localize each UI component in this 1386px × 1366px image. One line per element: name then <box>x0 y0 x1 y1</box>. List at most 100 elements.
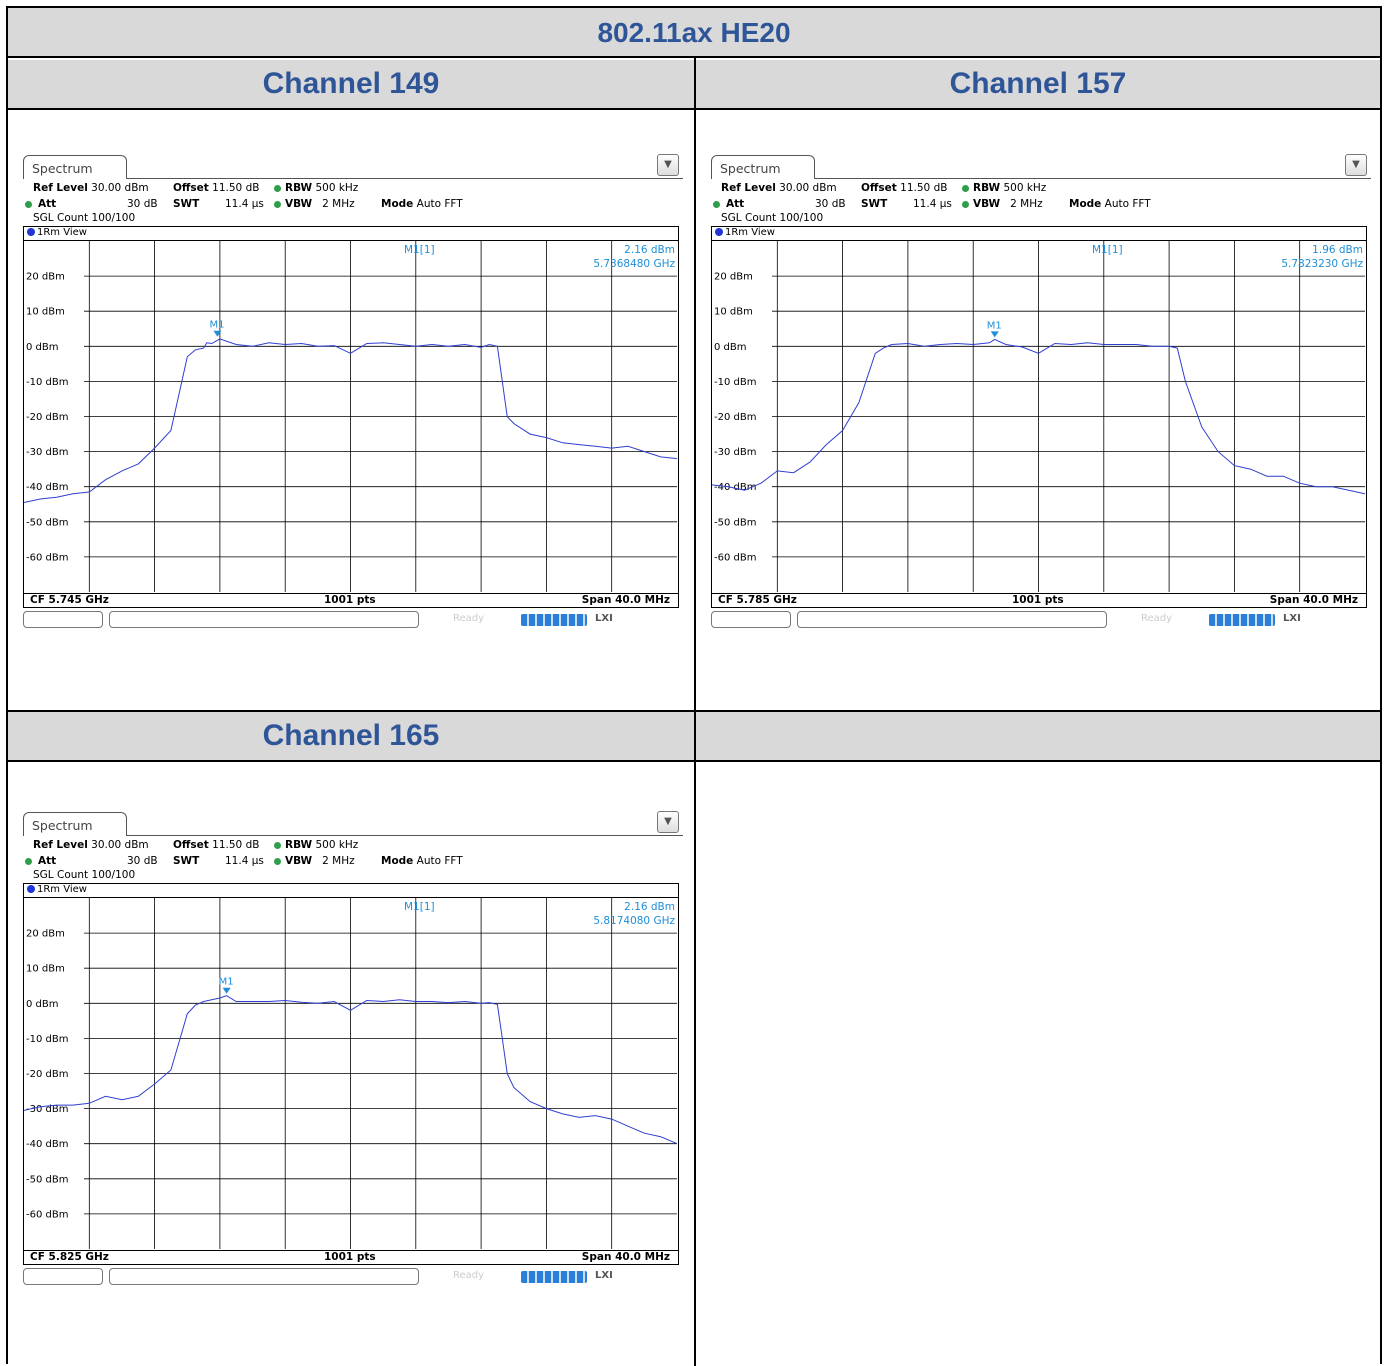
view-label: 1Rm View <box>37 227 87 238</box>
status-field <box>711 611 791 628</box>
spectrum-trace <box>712 338 1365 495</box>
y-tick-label: -20 dBm <box>26 1069 68 1080</box>
vbw-label: VBW <box>285 198 313 210</box>
vbw-coupled-icon <box>962 201 969 208</box>
y-tick-label: 0 dBm <box>714 342 747 353</box>
rbw-coupled-icon <box>962 185 969 192</box>
rbw-value: 500 kHz <box>1003 182 1047 194</box>
marker-tag: M1 <box>209 320 224 331</box>
y-tick-label: -20 dBm <box>26 412 68 423</box>
marker-level: 2.16 dBm <box>624 901 675 913</box>
view-label: 1Rm View <box>725 227 775 238</box>
rbw-label: RBW <box>285 182 313 194</box>
mode-value: Auto FFT <box>416 855 463 867</box>
y-tick-label: 0 dBm <box>26 999 59 1010</box>
marker-tag: M1 <box>987 320 1002 331</box>
y-tick-label: -30 dBm <box>714 447 756 458</box>
ref-level-value: 30.00 dBm <box>91 839 149 851</box>
y-tick-label: 10 dBm <box>714 307 753 318</box>
marker-level: 2.16 dBm <box>624 244 675 256</box>
y-tick-label: -20 dBm <box>714 412 756 423</box>
tab-label: Spectrum <box>32 818 93 833</box>
status-field <box>23 1268 103 1285</box>
trace-indicator-icon <box>27 885 35 893</box>
trace-window[interactable]: 1Rm View 20 dBm 10 dBm 0 dBm -10 dBm -20 dBm… <box>23 883 679 1265</box>
marker-tag: M1 <box>219 977 234 988</box>
channel-149-header: Channel 149 <box>8 60 694 108</box>
ref-level-value: 30.00 dBm <box>91 182 149 194</box>
sgl-count: SGL Count 100/100 <box>33 212 136 224</box>
measurement-progress <box>521 1271 587 1283</box>
y-tick-label: -40 dBm <box>26 482 68 493</box>
marker-name: M1[1] <box>404 901 435 913</box>
y-tick-label: -50 dBm <box>26 517 68 528</box>
table-title: 802.11ax HE20 <box>8 8 1380 58</box>
y-tick-label: -50 dBm <box>26 1174 68 1185</box>
status-field <box>23 611 103 628</box>
sweep-points: 1001 pts <box>324 1251 376 1263</box>
att-value: 30 dB <box>127 198 158 210</box>
measurement-progress <box>521 614 587 626</box>
lxi-icon: LXI <box>595 1270 613 1281</box>
att-value: 30 dB <box>127 855 158 867</box>
view-bar: 1Rm View <box>24 227 678 241</box>
center-frequency: CF 5.825 GHz <box>30 1251 109 1263</box>
att-label: Att <box>38 198 57 210</box>
offset-label: Offset <box>173 182 209 194</box>
y-tick-label: -10 dBm <box>26 1034 68 1045</box>
att-coupled-icon <box>713 201 720 208</box>
lxi-icon: LXI <box>595 613 613 624</box>
report-table: 802.11ax HE20 Channel 149 Channel 157 Ch… <box>6 6 1382 1366</box>
trace-window[interactable]: 1Rm View 20 dBm 10 dBm 0 dBm -10 dBm -20 dBm… <box>711 226 1367 608</box>
frequency-bar: CF 5.745 GHz 1001 pts Span 40.0 MHz <box>24 593 678 607</box>
y-tick-label: -60 dBm <box>714 552 756 563</box>
mode-label: Mode <box>1069 198 1102 210</box>
view-bar: 1Rm View <box>24 884 678 898</box>
vbw-label: VBW <box>285 855 313 867</box>
sweep-points: 1001 pts <box>1012 594 1064 606</box>
marker-level: 1.96 dBm <box>1312 244 1363 256</box>
vbw-value: 2 MHz <box>1010 198 1043 210</box>
rbw-value: 500 kHz <box>315 839 359 851</box>
spectrum-trace <box>24 995 677 1145</box>
offset-value: 11.50 dB <box>900 182 948 194</box>
column-divider <box>694 58 696 1366</box>
swt-value: 11.4 µs <box>225 198 264 210</box>
swt-label: SWT <box>173 198 200 210</box>
rbw-label: RBW <box>285 839 313 851</box>
ready-status: Ready <box>453 613 485 624</box>
measurement-progress <box>1209 614 1275 626</box>
dropdown-menu-icon[interactable]: ▼ <box>657 811 679 833</box>
vbw-value: 2 MHz <box>322 855 355 867</box>
spectrum-tab[interactable]: Spectrum <box>23 812 127 836</box>
channel-157-header: Channel 157 <box>696 60 1380 108</box>
mode-label: Mode <box>381 855 414 867</box>
sgl-count: SGL Count 100/100 <box>721 212 824 224</box>
y-tick-label: -50 dBm <box>714 517 756 528</box>
y-tick-label: 0 dBm <box>26 342 59 353</box>
spectrum-tab[interactable]: Spectrum <box>23 155 127 179</box>
marker-m1 <box>222 987 231 994</box>
trace-window[interactable]: 1Rm View 20 dBm 10 dBm 0 dBm -10 dBm -20 dBm… <box>23 226 679 608</box>
spectrum-tab[interactable]: Spectrum <box>711 155 815 179</box>
dropdown-menu-icon[interactable]: ▼ <box>1345 154 1367 176</box>
dropdown-menu-icon[interactable]: ▼ <box>657 154 679 176</box>
ref-level-label: Ref Level <box>721 182 776 194</box>
y-tick-label: 20 dBm <box>26 272 65 283</box>
vbw-value: 2 MHz <box>322 198 355 210</box>
message-field <box>797 611 1107 628</box>
offset-label: Offset <box>173 839 209 851</box>
y-tick-label: -10 dBm <box>714 377 756 388</box>
y-tick-label: -40 dBm <box>26 1139 68 1150</box>
tab-underline <box>815 178 1371 179</box>
tab-label: Spectrum <box>720 161 781 176</box>
offset-value: 11.50 dB <box>212 182 260 194</box>
att-coupled-icon <box>25 201 32 208</box>
ready-status: Ready <box>1141 613 1173 624</box>
spectrum-trace <box>24 338 677 503</box>
frequency-bar: CF 5.825 GHz 1001 pts Span 40.0 MHz <box>24 1250 678 1264</box>
message-field <box>109 1268 419 1285</box>
